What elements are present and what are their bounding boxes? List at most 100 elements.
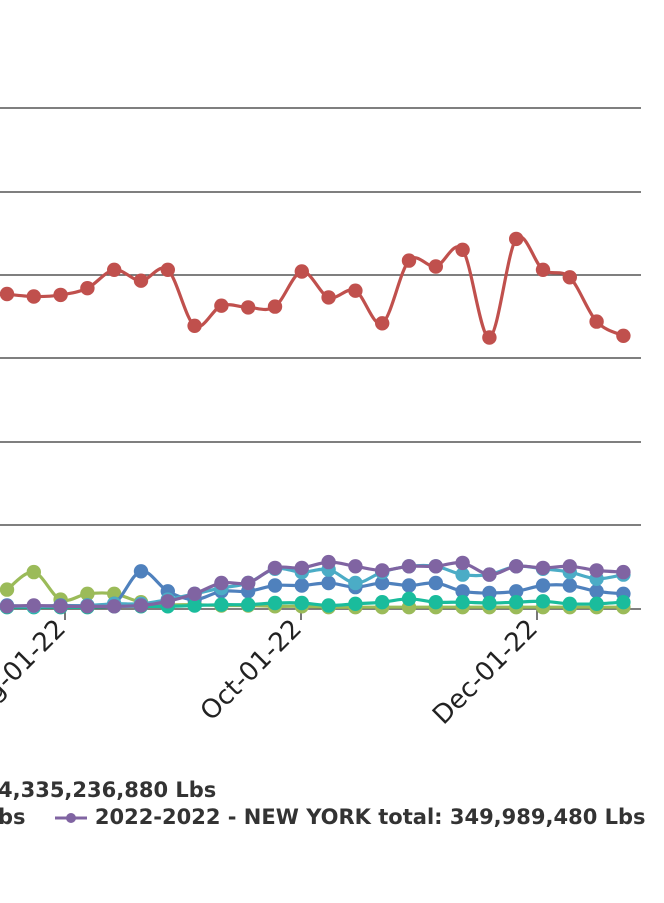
series-0-point-23 (616, 328, 631, 343)
series-5-point-23 (616, 595, 631, 610)
series-0-point-12 (321, 290, 336, 305)
series-0-point-16 (428, 259, 443, 274)
legend-item-red-series[interactable]: 4,335,236,880 Lbs (0, 778, 216, 802)
series-5-point-19 (509, 595, 524, 610)
series-5 (0, 591, 631, 615)
series-0-point-0 (0, 286, 15, 302)
series-5-point-10 (267, 595, 283, 611)
series-3-point-5 (133, 564, 149, 579)
series-0-point-9 (241, 300, 256, 315)
series-2-point-10 (267, 560, 283, 576)
series-5-point-17 (455, 595, 470, 610)
series-5-point-7 (187, 598, 202, 613)
series-2-point-19 (509, 559, 524, 574)
series-1-point-3 (80, 586, 95, 601)
series-0-point-13 (348, 283, 363, 298)
legend-red-series-label: 4,335,236,880 Lbs (0, 778, 217, 802)
series-0 (0, 231, 631, 345)
series-0-point-18 (482, 330, 497, 345)
series-4-point-13 (348, 575, 363, 591)
legend-green-series-label[interactable]: bs (0, 805, 26, 829)
series-2-point-14 (375, 563, 390, 578)
series-3-point-18 (482, 585, 497, 601)
series-5-point-21 (562, 596, 577, 611)
series-5-point-14 (375, 595, 390, 610)
series-0-point-2 (53, 287, 68, 303)
series-3-point-12 (321, 575, 336, 591)
series-0-point-7 (187, 318, 202, 333)
series-0-point-21 (562, 270, 577, 285)
series-2-point-22 (589, 563, 604, 578)
series-0-point-6 (160, 262, 175, 277)
series-2-point-5 (133, 598, 149, 613)
series-1-point-4 (107, 586, 122, 601)
series-3-point-20 (535, 578, 551, 593)
series-2-point-11 (294, 560, 309, 576)
series-2-point-18 (482, 567, 497, 582)
series-0-point-19 (509, 231, 524, 247)
series-5-point-8 (214, 597, 229, 612)
series-0-point-22 (589, 314, 604, 329)
series-5-point-9 (241, 597, 256, 612)
series-2-point-13 (348, 559, 363, 574)
series-1-point-1 (26, 564, 41, 580)
series-3-point-11 (294, 578, 309, 593)
series-1-point-0 (0, 582, 15, 597)
series-0-point-20 (535, 262, 551, 277)
legend-new-york-swatch-icon (54, 813, 87, 823)
series-2-point-1 (26, 598, 41, 613)
x-tick-label-2: Dec-01-22 (427, 614, 544, 731)
series-3-point-22 (589, 584, 604, 599)
series-2-point-7 (187, 586, 202, 601)
series-5-point-12 (321, 598, 336, 613)
series-3-point-14 (375, 575, 390, 591)
series-0-point-11 (294, 264, 309, 279)
series-2-point-3 (80, 599, 95, 614)
series-5-point-20 (535, 594, 551, 609)
series-3-point-21 (562, 578, 577, 593)
series-layer (0, 231, 631, 615)
series-0-point-14 (375, 316, 390, 331)
legend-row-2: bs 2022-2022 - NEW YORK total: 349,989,4… (0, 805, 646, 829)
series-0-point-17 (455, 242, 470, 257)
x-tick-labels: g-01-22 Oct-01-22 Dec-01-22 (0, 614, 544, 731)
series-0-point-1 (26, 289, 41, 304)
series-2-point-9 (241, 575, 256, 591)
series-2-point-0 (0, 599, 15, 614)
series-3-point-10 (267, 578, 283, 593)
series-5-point-13 (348, 596, 363, 611)
x-tick-label-0: g-01-22 (0, 614, 72, 707)
series-3-point-19 (509, 584, 524, 599)
series-0-line (6, 235, 625, 340)
series-2-point-21 (562, 559, 577, 574)
series-0-point-15 (401, 253, 417, 268)
series-5-point-11 (294, 595, 309, 611)
series-3-point-16 (428, 575, 443, 591)
series-4-point-17 (455, 567, 470, 582)
series-2-point-8 (214, 575, 229, 591)
series-0-point-5 (133, 273, 149, 288)
series-5-point-16 (428, 595, 443, 610)
gridlines (0, 107, 641, 526)
series-2-point-4 (107, 599, 122, 614)
series-0-point-8 (214, 298, 229, 313)
series-3-point-17 (455, 584, 470, 599)
series-5-point-22 (589, 596, 604, 611)
series-2-point-6 (160, 594, 175, 609)
series-3-point-15 (401, 578, 417, 593)
series-2-point-23 (616, 564, 631, 580)
series-5-point-15 (401, 591, 417, 606)
series-2-point-20 (535, 560, 551, 576)
series-2 (0, 554, 631, 614)
series-2-point-17 (455, 555, 470, 571)
x-tick-label-1: Oct-01-22 (195, 614, 308, 727)
series-2-point-15 (401, 559, 417, 574)
series-5-point-18 (482, 595, 497, 611)
series-2-point-12 (321, 554, 336, 570)
series-0-point-10 (267, 299, 283, 314)
series-2-point-16 (428, 559, 443, 574)
series-2-point-2 (53, 599, 68, 614)
legend-new-york-label[interactable]: 2022-2022 - NEW YORK total: 349,989,480 … (94, 805, 646, 829)
series-0-point-3 (80, 281, 95, 296)
